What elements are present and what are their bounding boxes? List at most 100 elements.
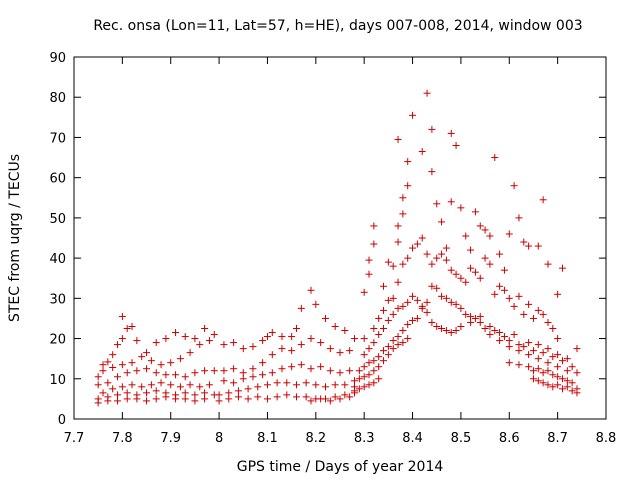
data-point-plus [162, 371, 170, 379]
data-point-plus [336, 395, 344, 403]
data-point-plus [568, 379, 576, 387]
data-point-plus [172, 329, 180, 337]
data-point-plus [220, 367, 228, 375]
data-point-plus [399, 260, 407, 268]
data-point-plus [394, 222, 402, 230]
data-point-plus [428, 282, 436, 290]
data-point-plus [249, 373, 257, 381]
data-point-plus [486, 322, 494, 330]
data-point-plus [384, 343, 392, 351]
data-point-plus [220, 341, 228, 349]
data-point-plus [554, 351, 562, 359]
data-point-plus [457, 322, 465, 330]
data-point-plus [476, 318, 484, 326]
data-point-plus [331, 393, 339, 401]
data-point-plus [152, 395, 160, 403]
data-point-plus [558, 264, 566, 272]
y-axis-label: STEC from uqrg / TECUs [7, 154, 23, 322]
data-point-plus [525, 300, 533, 308]
data-point-plus [500, 286, 508, 294]
data-point-plus [515, 292, 523, 300]
data-point-plus [307, 365, 315, 373]
data-point-plus [292, 381, 300, 389]
data-point-plus [380, 306, 388, 314]
data-point-plus [544, 367, 552, 375]
data-point-plus [147, 357, 155, 365]
data-point-plus [452, 327, 460, 335]
data-point-plus [360, 335, 368, 343]
data-point-plus [573, 345, 581, 353]
data-point-plus [438, 250, 446, 258]
data-point-plus [418, 148, 426, 156]
y-tick-label: 90 [49, 51, 66, 66]
data-point-plus [181, 395, 189, 403]
data-point-plus [365, 359, 373, 367]
data-point-plus [249, 365, 257, 373]
data-point-plus [186, 381, 194, 389]
data-point-plus [259, 371, 267, 379]
data-point-plus [481, 226, 489, 234]
data-point-plus [384, 258, 392, 266]
data-point-plus [162, 335, 170, 343]
data-point-plus [534, 341, 542, 349]
y-tick-label: 40 [49, 252, 66, 267]
data-point-plus [428, 168, 436, 176]
data-point-plus [409, 244, 417, 252]
data-point-plus [370, 222, 378, 230]
data-point-plus [341, 327, 349, 335]
data-point-plus [404, 182, 412, 190]
data-point-plus [109, 364, 117, 372]
data-point-plus [172, 395, 180, 403]
x-tick-label: 8.6 [499, 431, 520, 446]
data-point-plus [128, 322, 136, 330]
data-point-plus [563, 367, 571, 375]
data-point-plus [234, 393, 242, 401]
data-point-plus [491, 327, 499, 335]
data-point-plus [423, 250, 431, 258]
data-point-plus [370, 379, 378, 387]
data-point-plus [525, 351, 533, 359]
data-point-plus [486, 260, 494, 268]
data-point-plus [438, 325, 446, 332]
data-point-plus [143, 349, 151, 357]
data-point-plus [152, 339, 160, 347]
data-point-plus [476, 222, 484, 230]
data-point-plus [152, 369, 160, 377]
data-point-plus [539, 369, 547, 377]
data-point-plus [220, 377, 228, 385]
data-point-plus [351, 377, 359, 385]
data-point-plus [404, 158, 412, 166]
y-tick-label: 60 [49, 172, 66, 187]
data-point-plus [558, 385, 566, 393]
data-point-plus [457, 204, 465, 212]
data-point-plus [496, 337, 504, 345]
data-point-plus [181, 389, 189, 397]
data-point-plus [481, 325, 489, 332]
data-point-plus [123, 369, 131, 377]
data-point-plus [268, 351, 276, 359]
data-point-plus [191, 397, 199, 405]
data-point-plus [491, 290, 499, 298]
data-point-plus [389, 345, 397, 353]
data-point-plus [438, 292, 446, 300]
data-point-plus [201, 325, 209, 332]
data-point-plus [380, 347, 388, 355]
data-point-plus [389, 310, 397, 318]
data-point-plus [181, 373, 189, 381]
data-point-plus [544, 381, 552, 389]
data-point-plus [529, 347, 537, 355]
data-point-plus [317, 363, 325, 371]
data-point-plus [384, 316, 392, 324]
data-point-plus [375, 353, 383, 361]
data-point-plus [394, 304, 402, 312]
data-point-plus [394, 135, 402, 143]
data-point-plus [534, 355, 542, 363]
data-point-plus [278, 345, 286, 353]
data-point-plus [191, 369, 199, 377]
data-point-plus [515, 361, 523, 369]
data-point-plus [380, 325, 388, 332]
data-point-plus [370, 325, 378, 332]
data-point-plus [496, 282, 504, 290]
x-tick-label: 8.4 [402, 431, 423, 446]
data-point-plus [462, 232, 470, 240]
